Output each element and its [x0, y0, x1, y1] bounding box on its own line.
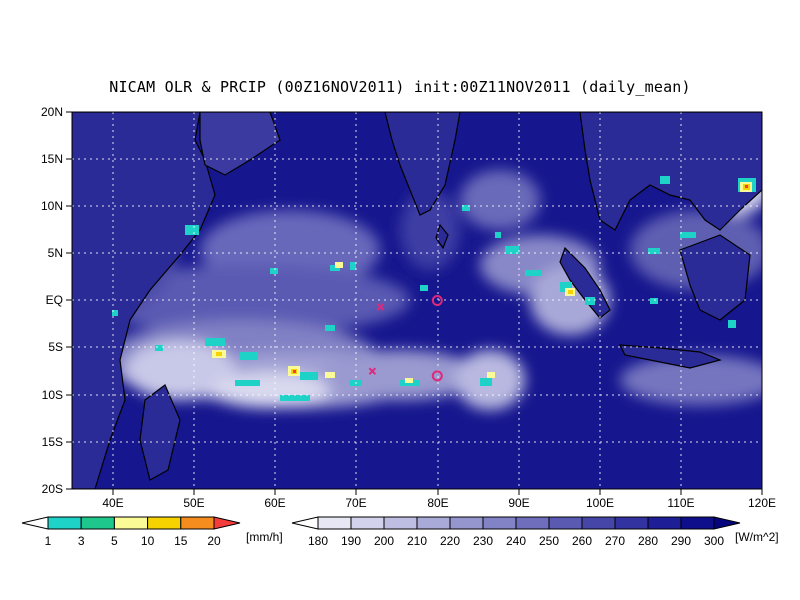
lon-tick-label: 100E: [586, 496, 614, 510]
lon-tick-label: 90E: [508, 496, 529, 510]
sri-lanka: [435, 223, 449, 250]
olr-colorbar-swatch: [317, 516, 352, 530]
lat-tick-label: 5N: [48, 246, 63, 260]
precip-colorbar-label: 3: [78, 534, 85, 548]
lat-tick-label: 5S: [48, 340, 63, 354]
olr-colorbar-label: 250: [539, 534, 559, 548]
olr-colorbar-swatch: [647, 516, 682, 530]
indochina-land: [579, 112, 762, 231]
coastlines: [72, 112, 762, 489]
precip-colorbar-label: 1: [45, 534, 52, 548]
storm-marker-o: [431, 295, 443, 306]
olr-colorbar-label: 240: [506, 534, 526, 548]
precip-colorbar-label: 10: [141, 534, 155, 548]
lat-tick-label: EQ: [46, 293, 63, 307]
olr-colorbar-label: 290: [671, 534, 691, 548]
madagascar: [139, 384, 181, 481]
precip-colorbar-label: 20: [207, 534, 221, 548]
storm-markers: [368, 295, 443, 382]
olr-colorbar: 180 190 200 210 220 230 240 250 260 270 280 290 300: [291, 516, 741, 548]
olr-colorbar-swatch: [449, 516, 484, 530]
olr-colorbar-label: 210: [407, 534, 427, 548]
olr-colorbar-label: 230: [473, 534, 493, 548]
lon-tick-label: 50E: [183, 496, 204, 510]
olr-colorbar-swatch: [581, 516, 616, 530]
olr-colorbar-swatch: [350, 516, 385, 530]
lat-tick-label: 10N: [41, 199, 63, 213]
java: [618, 344, 722, 369]
graticule: [72, 112, 762, 489]
borneo: [679, 234, 751, 321]
precip-colorbar-high-arrow: [213, 516, 241, 530]
olr-colorbar-label: 280: [638, 534, 658, 548]
olr-colorbar-low-arrow: [291, 516, 319, 530]
olr-colorbar-label: 180: [308, 534, 328, 548]
olr-colorbar-label: 190: [341, 534, 361, 548]
precip-field: [112, 176, 756, 401]
precip-colorbar-swatch: [47, 516, 82, 530]
lat-axis: 20N 15N 10N 5N EQ 5S 10S 15S 20S: [41, 105, 63, 496]
olr-colorbar-label: 300: [704, 534, 724, 548]
precip-colorbar-swatch: [80, 516, 115, 530]
lon-tick-label: 60E: [264, 496, 285, 510]
lat-tick-label: 10S: [42, 388, 63, 402]
olr-colorbar-unit: [W/m^2]: [735, 530, 779, 544]
lon-tick-label: 120E: [748, 496, 776, 510]
storm-marker-x: [368, 367, 377, 375]
lon-tick-label: 110E: [667, 496, 694, 510]
storm-marker-x: [376, 303, 385, 311]
olr-colorbar-swatch: [416, 516, 451, 530]
storm-marker-o: [431, 370, 443, 382]
india-land: [384, 112, 461, 216]
olr-colorbar-high-arrow: [713, 516, 741, 530]
lon-axis: 40E 50E 60E 70E 80E 90E 100E 110E 120E: [102, 496, 776, 510]
olr-colorbar-swatch: [614, 516, 649, 530]
map-title: NICAM OLR & PRCIP (00Z16NOV2011) init:00…: [109, 78, 691, 96]
lat-tick-label: 15N: [41, 152, 63, 166]
olr-colorbar-swatch: [515, 516, 550, 530]
precip-colorbar-swatch: [113, 516, 149, 530]
lon-tick-label: 70E: [345, 496, 366, 510]
precip-colorbar: 1 3 5 10 15 20: [21, 516, 241, 548]
olr-colorbar-label: 200: [374, 534, 394, 548]
olr-colorbar-swatch: [482, 516, 517, 530]
precip-colorbar-unit: [mm/h]: [246, 530, 283, 544]
precip-colorbar-swatch: [147, 516, 182, 530]
olr-colorbar-label: 220: [440, 534, 460, 548]
olr-colorbar-swatch: [548, 516, 583, 530]
precip-colorbar-label: 15: [174, 534, 188, 548]
olr-colorbar-label: 270: [605, 534, 625, 548]
africa-land: [72, 112, 216, 489]
olr-colorbar-swatch: [383, 516, 418, 530]
arabia-land: [199, 112, 281, 176]
lat-tick-label: 15S: [42, 435, 63, 449]
olr-colorbar-label: 260: [572, 534, 592, 548]
map-area: [72, 112, 762, 489]
lon-tick-label: 80E: [427, 496, 448, 510]
olr-colorbar-swatch: [680, 516, 715, 530]
precip-colorbar-label: 5: [111, 534, 118, 548]
lon-tick-label: 40E: [102, 496, 123, 510]
axis-tick-marks: [66, 111, 763, 495]
precip-colorbar-swatch: [180, 516, 215, 530]
lat-tick-label: 20S: [42, 482, 63, 496]
lat-tick-label: 20N: [41, 105, 63, 119]
precip-colorbar-low-arrow: [21, 516, 49, 530]
